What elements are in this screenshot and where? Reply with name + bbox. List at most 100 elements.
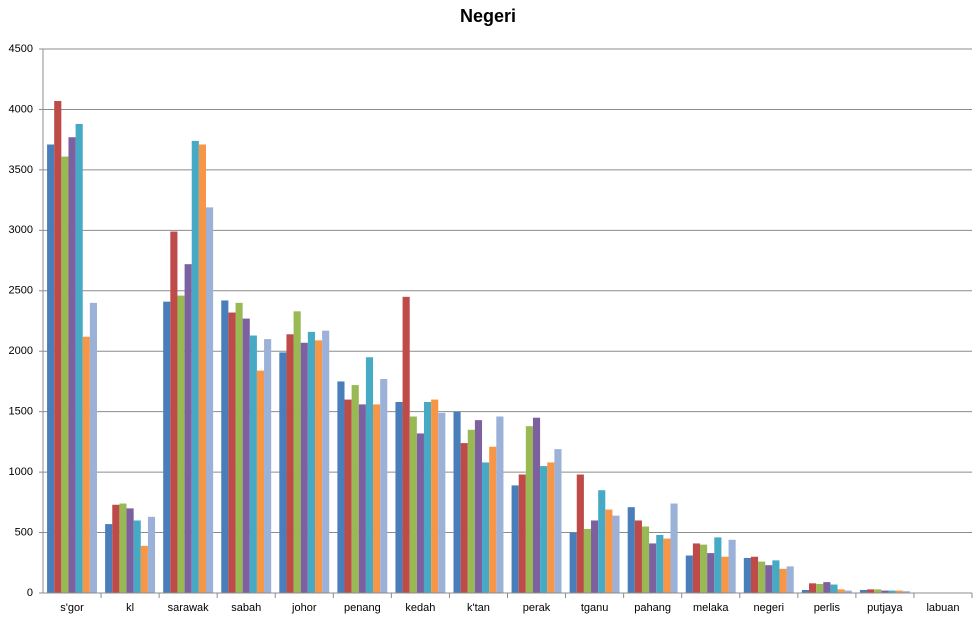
bar	[307, 331, 315, 593]
bar	[641, 526, 650, 593]
bar	[809, 583, 817, 593]
bar	[286, 334, 294, 593]
bar	[140, 545, 148, 593]
y-tick-label: 1000	[9, 466, 33, 478]
bar	[373, 404, 381, 593]
bar	[112, 504, 120, 593]
bar	[256, 370, 265, 593]
bar	[605, 509, 613, 593]
bar	[82, 336, 90, 593]
bar	[634, 520, 642, 593]
y-tick-label: 4500	[9, 43, 33, 55]
bar	[518, 474, 526, 593]
bar	[540, 466, 548, 593]
bar	[714, 537, 722, 593]
bar	[859, 589, 868, 593]
bar	[627, 507, 635, 593]
y-tick-label: 4000	[9, 103, 33, 115]
bar	[707, 553, 715, 593]
bar	[453, 411, 461, 593]
bar	[482, 462, 490, 593]
y-tick-label: 3000	[9, 224, 33, 236]
bar	[249, 335, 257, 593]
bar	[612, 515, 620, 593]
bar	[721, 556, 729, 593]
bar	[547, 462, 555, 593]
bar	[649, 543, 657, 593]
bar	[837, 589, 845, 593]
bar	[147, 516, 156, 593]
bar	[191, 140, 199, 593]
bar	[874, 589, 882, 593]
y-tick-label: 2000	[9, 345, 33, 357]
bar	[221, 300, 229, 593]
bar	[750, 556, 759, 593]
bar	[663, 538, 671, 593]
bar	[365, 357, 374, 593]
y-tick-label: 0	[27, 587, 33, 599]
y-tick-label: 2500	[9, 285, 33, 297]
bar	[786, 566, 794, 593]
bar	[816, 583, 824, 593]
bar	[474, 420, 483, 593]
bar	[264, 339, 272, 593]
bar	[205, 207, 214, 593]
bar	[823, 582, 831, 593]
bar	[279, 352, 287, 593]
bar	[322, 330, 330, 593]
bar	[177, 295, 185, 593]
x-tick-label: johor	[291, 602, 317, 614]
bar	[75, 123, 83, 593]
x-tick-label: s'gor	[60, 602, 84, 614]
bar	[758, 561, 766, 593]
x-tick-label: melaka	[693, 602, 729, 614]
bar	[126, 508, 134, 593]
bar	[743, 557, 751, 593]
bar	[409, 416, 417, 593]
bar	[105, 524, 113, 593]
bar	[591, 520, 599, 593]
bar	[337, 381, 345, 593]
bar	[344, 399, 352, 593]
x-tick-label: sarawak	[168, 602, 209, 614]
bar	[598, 490, 606, 593]
bar	[583, 528, 592, 593]
bar	[685, 555, 693, 593]
bar	[554, 449, 562, 593]
x-tick-label: pahang	[634, 602, 671, 614]
bar	[416, 433, 424, 593]
bar	[431, 399, 439, 593]
chart-title: Negeri	[460, 6, 516, 26]
y-tick-label: 3500	[9, 164, 33, 176]
bar	[895, 590, 903, 593]
bar	[438, 412, 446, 593]
bar	[460, 443, 468, 593]
x-tick-label: penang	[344, 602, 381, 614]
x-tick-label: negeri	[753, 602, 784, 614]
bar	[772, 560, 780, 593]
bar	[198, 144, 206, 593]
bar	[119, 503, 127, 593]
bar	[511, 485, 519, 593]
bar	[358, 404, 366, 593]
bar	[170, 231, 178, 593]
x-tick-label: perlis	[814, 602, 841, 614]
x-tick-label: putjaya	[867, 602, 903, 614]
bar	[133, 520, 141, 593]
bar	[423, 401, 432, 593]
x-tick-label: labuan	[926, 602, 959, 614]
bar	[228, 312, 236, 593]
bar	[844, 590, 852, 593]
x-tick-label: k'tan	[467, 602, 490, 614]
bar	[525, 426, 533, 593]
bar	[728, 539, 736, 593]
bar	[489, 446, 497, 593]
bar	[670, 503, 678, 593]
bar	[496, 416, 504, 593]
x-tick-label: tganu	[581, 602, 609, 614]
bar	[235, 302, 243, 593]
bar	[867, 589, 875, 593]
x-tick-label: sabah	[231, 602, 261, 614]
bar	[569, 532, 577, 593]
